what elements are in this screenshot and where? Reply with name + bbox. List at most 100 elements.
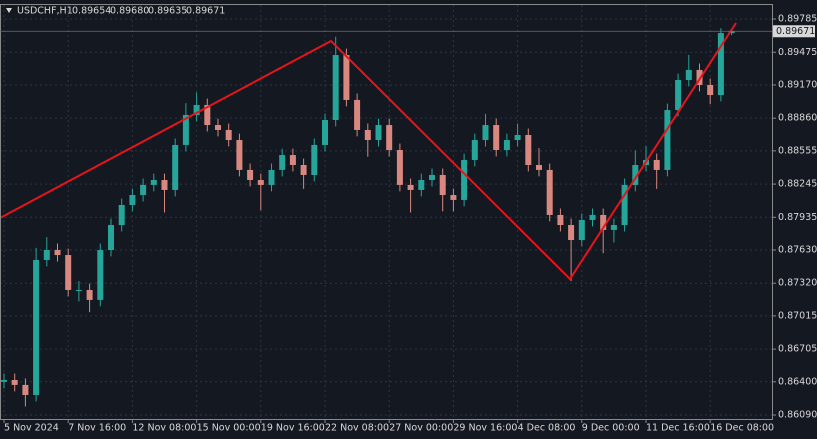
candle-body [65, 255, 72, 290]
candle-body [546, 169, 553, 215]
x-tick-label: 7 Nov 16:00 [68, 423, 126, 434]
candle-body [568, 225, 575, 241]
axes: 0.89785 0.89475 0.89170 0.88860 0.88555 0.882… [0, 14, 817, 434]
candle-body [653, 159, 660, 170]
candle-body [493, 125, 500, 151]
candle-body [75, 289, 82, 291]
last-bar-quote: 0.89680 [110, 6, 149, 17]
y-tick-label: 0.86090 [778, 410, 817, 421]
x-tick-label: 27 Nov 00:00 [389, 423, 453, 434]
candle-body [33, 259, 40, 395]
y-tick-label: 0.89475 [778, 47, 817, 58]
x-tick-label: 16 Dec 08:00 [710, 423, 774, 434]
candle-body [118, 204, 125, 226]
candle-body [461, 159, 468, 200]
x-tick-label: 29 Nov 16:00 [453, 423, 517, 434]
candle-body [707, 84, 714, 96]
candle-body [322, 119, 328, 145]
candle-body [589, 214, 596, 220]
y-tick-label: 0.86400 [778, 376, 817, 387]
y-tick-label: 0.88555 [778, 145, 817, 156]
candle-body [140, 184, 147, 196]
last-bar-quote: 0.89654 [72, 6, 111, 17]
candle-body [193, 104, 200, 115]
candle-body [407, 184, 414, 190]
symbol: USDCHF,H1 [17, 6, 73, 17]
candle-body [279, 155, 286, 170]
candle-body [11, 379, 18, 385]
last-bar-quote: 0.89635 [148, 6, 187, 17]
y-tick-label: 0.89785 [778, 14, 817, 25]
price-label-box [773, 25, 815, 38]
candle-body [685, 69, 692, 81]
candles [1, 28, 735, 407]
y-tick-label: 0.87935 [778, 212, 817, 223]
trend-line [0, 22, 737, 281]
candle-body [621, 184, 628, 226]
candle-body [311, 144, 318, 175]
candle-body [610, 225, 617, 230]
candle-body [86, 289, 93, 300]
candle-body [386, 125, 393, 151]
candle-body [289, 155, 296, 166]
candle-body [364, 129, 371, 141]
candle-body [578, 219, 585, 241]
candle-body [632, 165, 639, 185]
candle-body [418, 180, 425, 190]
candle-body [204, 104, 211, 126]
x-tick-label: 19 Nov 16:00 [261, 423, 325, 434]
grid [0, 5, 772, 419]
y-tick-label: 0.87630 [778, 244, 817, 255]
y-tick-label: 0.89170 [778, 79, 817, 90]
candle-body [482, 125, 489, 141]
x-tick-label: 9 Dec 00:00 [582, 423, 640, 434]
candle-body [675, 80, 682, 111]
candle-body [557, 214, 564, 226]
x-tick-label: 15 Nov 00:00 [197, 423, 261, 434]
candle-body [396, 150, 403, 185]
x-tick-label: 22 Nov 08:00 [325, 423, 389, 434]
candle-body [514, 134, 521, 141]
candle-body [354, 99, 361, 130]
candle-body [343, 55, 350, 100]
candle-body [525, 134, 532, 166]
y-tick-label: 0.86705 [778, 344, 817, 355]
candle-body [471, 140, 478, 160]
candle-body [503, 140, 510, 151]
candle-body [257, 180, 264, 185]
candle-body [247, 169, 254, 181]
candle-body [600, 214, 607, 230]
candle-body [429, 174, 435, 181]
price-label: 0.89671 [776, 26, 815, 37]
candle-body [129, 195, 136, 205]
candle-body [22, 384, 29, 395]
candle-body [97, 249, 104, 300]
candle-body [717, 33, 724, 96]
candle-body [439, 174, 446, 196]
candle-body [375, 125, 382, 141]
candle-body [728, 31, 735, 34]
candle-body [300, 165, 307, 175]
candle-body [664, 110, 671, 170]
candle-body [150, 180, 157, 185]
candle-body [43, 249, 50, 260]
candle-body [332, 55, 339, 120]
candle-body [1, 379, 7, 382]
candle-body [161, 180, 168, 190]
candle-body [182, 114, 189, 145]
y-tick-label: 0.88860 [778, 113, 817, 124]
candle-body [536, 165, 542, 170]
candle-body [54, 249, 61, 256]
candle-body [225, 129, 232, 141]
candle-body [108, 225, 114, 250]
candle-body [268, 169, 275, 185]
candle-body [236, 140, 243, 170]
candle-body [172, 144, 179, 190]
candle-body [450, 195, 457, 200]
candle-body [696, 69, 703, 85]
x-tick-label: 5 Nov 2024 [4, 423, 59, 434]
x-tick-label: 4 Dec 08:00 [518, 423, 576, 434]
